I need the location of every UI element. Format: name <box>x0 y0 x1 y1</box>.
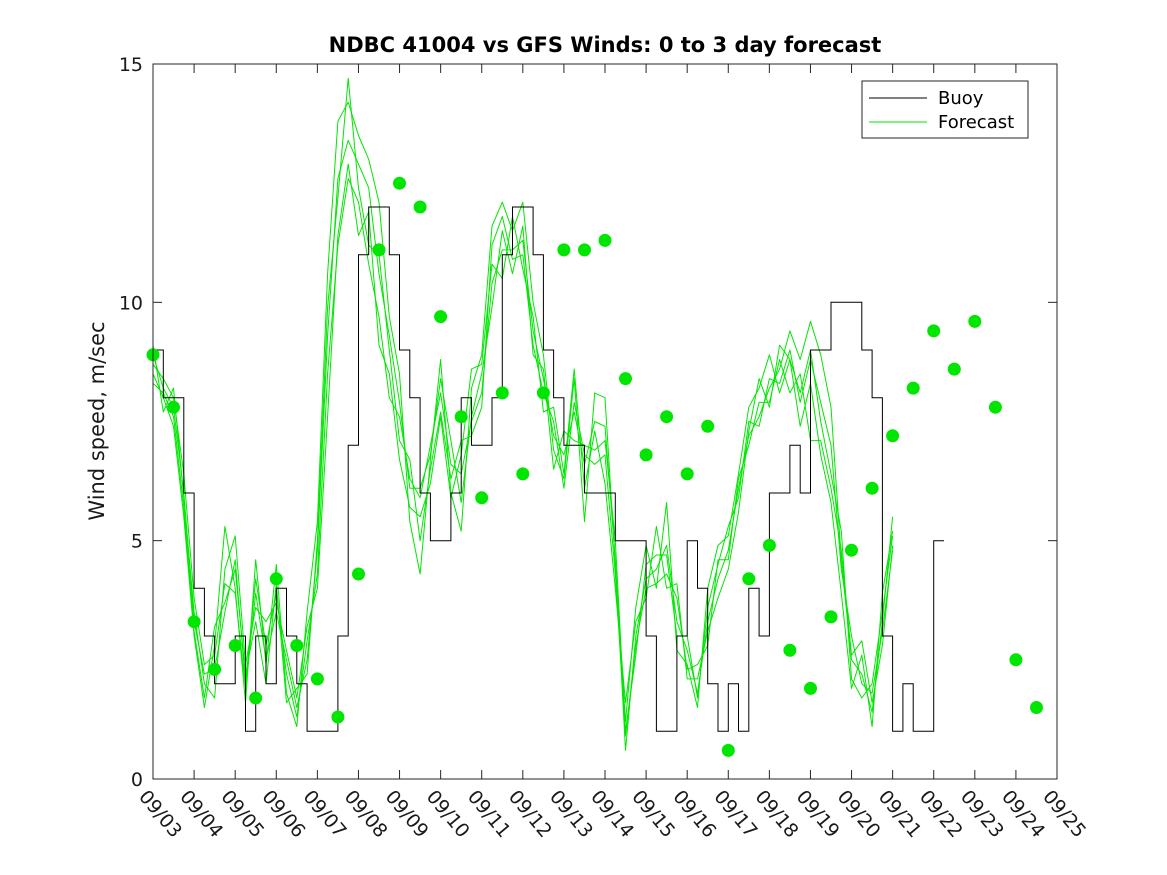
legend-forecast-label: Forecast <box>938 112 1014 133</box>
y-axis-label: Wind speed, m/sec <box>85 321 109 520</box>
forecast-marker-point <box>1030 701 1043 714</box>
forecast-marker-point <box>742 572 756 586</box>
forecast-marker-point <box>783 643 797 657</box>
forecast-series-line <box>152 101 894 728</box>
forecast-marker-point <box>269 572 283 586</box>
forecast-marker-point <box>228 639 242 652</box>
forecast-marker-point <box>331 710 345 724</box>
forecast-marker-point <box>578 243 591 257</box>
forecast-marker-point <box>1009 653 1023 667</box>
forecast-marker-point <box>886 429 900 443</box>
forecast-marker-point <box>680 467 694 481</box>
forecast-marker-point <box>968 314 982 328</box>
forecast-marker-point <box>310 672 324 686</box>
forecast-marker-point <box>619 372 632 386</box>
forecast-marker-point <box>475 491 489 505</box>
forecast-marker-point <box>434 310 448 324</box>
forecast-marker-point <box>639 448 653 462</box>
forecast-marker-point <box>352 567 365 581</box>
forecast-marker-point <box>721 743 735 757</box>
forecast-marker-point <box>516 467 530 481</box>
forecast-marker-point <box>988 400 1002 414</box>
forecast-marker-point <box>927 324 941 338</box>
forecast-marker-point <box>413 200 427 214</box>
forecast-marker-point <box>660 410 674 424</box>
y-tick-label: 0 <box>131 769 143 791</box>
legend: Buoy Forecast <box>861 80 1029 139</box>
forecast-marker-point <box>557 243 571 257</box>
forecast-marker-point <box>167 400 180 414</box>
forecast-marker-point <box>208 662 222 676</box>
forecast-marker-point <box>290 639 304 652</box>
forecast-marker-point <box>701 419 715 433</box>
forecast-marker-point <box>906 381 920 395</box>
forecast-marker-point <box>249 691 263 705</box>
forecast-marker-point <box>454 410 468 424</box>
forecast-marker-point <box>372 243 386 257</box>
buoy-series-line <box>153 206 944 732</box>
forecast-marker-point <box>824 610 838 624</box>
y-tick-label: 5 <box>131 531 143 553</box>
y-tick-label: 15 <box>119 54 143 76</box>
chart-title: NDBC 41004 vs GFS Winds: 0 to 3 day fore… <box>329 33 882 57</box>
legend-buoy-label: Buoy <box>938 88 984 109</box>
forecast-marker-point <box>393 176 406 190</box>
forecast-marker-point <box>762 538 776 552</box>
forecast-marker-point <box>845 543 858 557</box>
forecast-marker-point <box>495 386 509 400</box>
forecast-marker-point <box>536 386 550 400</box>
legend-box <box>861 80 1029 139</box>
forecast-marker-point <box>187 615 201 629</box>
forecast-marker-point <box>947 362 961 376</box>
forecast-marker-point <box>804 681 817 695</box>
forecast-marker-point <box>865 481 879 495</box>
plot-area <box>146 77 1043 757</box>
forecast-marker-point <box>598 233 612 247</box>
y-tick-label: 10 <box>119 292 143 314</box>
